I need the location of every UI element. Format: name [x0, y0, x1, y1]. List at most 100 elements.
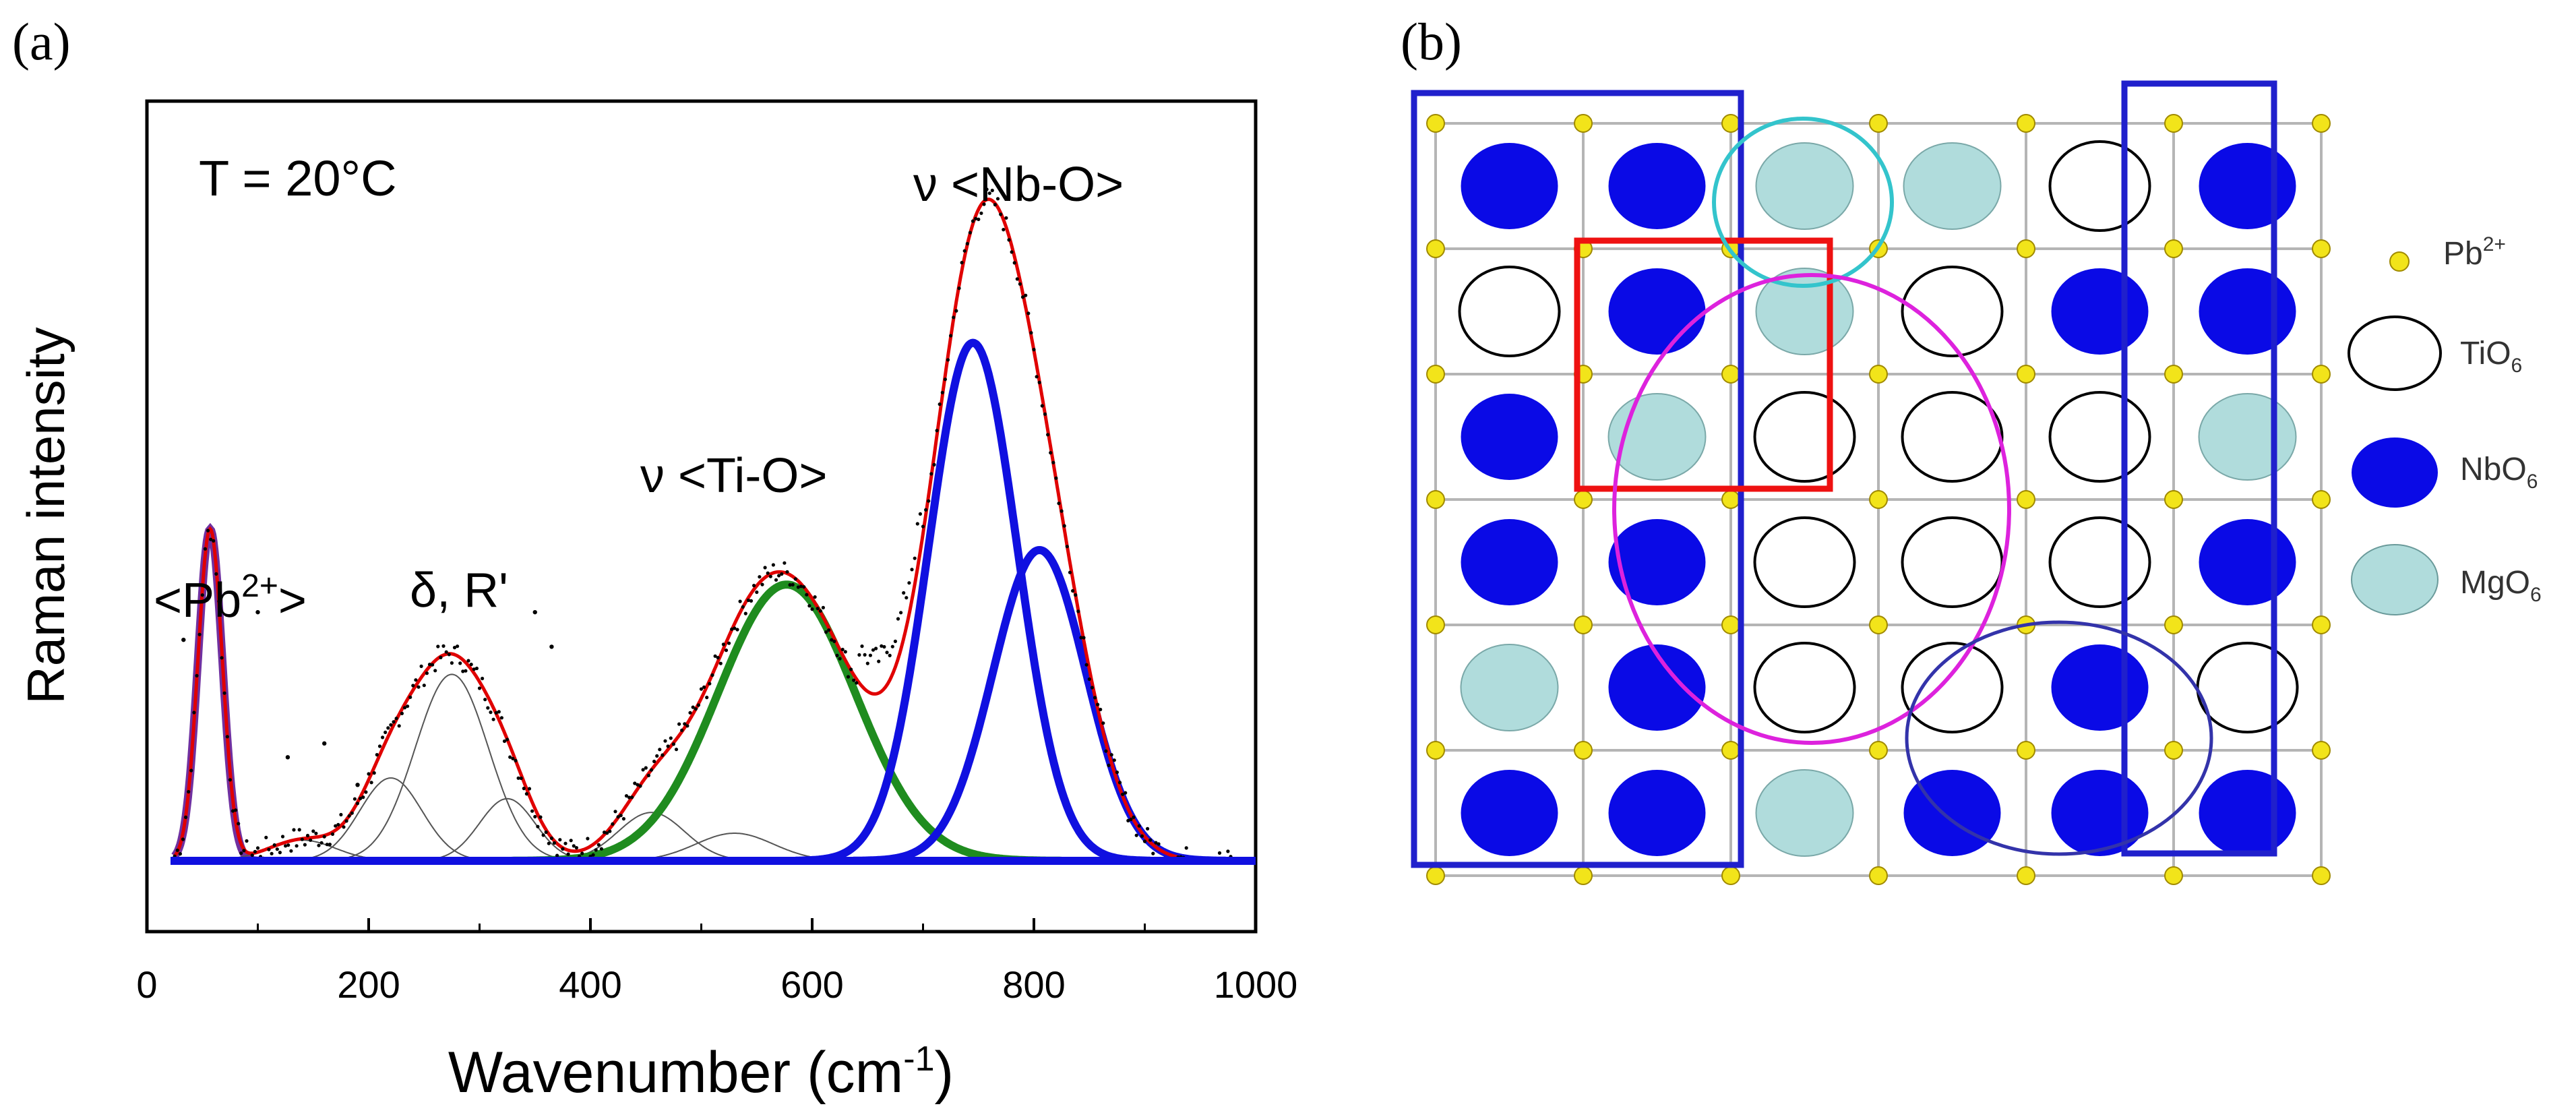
outlier-point [532, 609, 537, 615]
data-point [785, 570, 789, 574]
data-point [352, 797, 357, 801]
data-point [644, 766, 648, 770]
outlier-point [322, 741, 327, 746]
octahedron-tio [1901, 391, 2004, 483]
peak-component-8 [795, 338, 1151, 865]
data-point [594, 848, 598, 852]
data-point [943, 378, 947, 382]
data-point [497, 710, 501, 714]
pb-site [1721, 741, 1740, 760]
data-point [574, 846, 579, 850]
data-point [605, 831, 609, 835]
data-point [995, 197, 1000, 201]
pb-site [1869, 741, 1888, 760]
data-point [309, 838, 313, 842]
data-point [835, 653, 839, 658]
data-point [1082, 636, 1086, 640]
data-point [334, 824, 338, 828]
data-point [843, 650, 847, 654]
data-point [780, 572, 784, 576]
pb-label-sup: 2+ [241, 568, 278, 604]
data-point [1151, 851, 1155, 855]
data-point [245, 839, 249, 843]
pb-site [1721, 114, 1740, 133]
data-point [652, 759, 656, 764]
data-point [857, 653, 861, 657]
data-point [303, 843, 307, 847]
panel-b-label: (b) [1401, 12, 1462, 71]
pb-site [1721, 365, 1740, 384]
data-point [264, 835, 268, 839]
data-point [705, 696, 709, 700]
peak-component-3 [305, 673, 599, 862]
data-point [658, 748, 662, 752]
outlier-point [181, 637, 186, 642]
data-point [691, 705, 695, 709]
data-point [971, 219, 975, 223]
octahedron-mgo [1903, 142, 2002, 230]
data-point [494, 711, 498, 715]
data-point [774, 578, 778, 582]
data-point [1099, 707, 1103, 712]
data-point [1137, 824, 1141, 828]
data-point [178, 852, 182, 856]
legend-pb-sup: 2+ [2483, 233, 2506, 255]
lattice-diagram: Pb2+ TiO6 NbO6 MgO6 [1411, 80, 2542, 885]
data-point [896, 617, 900, 621]
data-point [721, 642, 725, 646]
data-point [838, 657, 842, 661]
x-axis-label-sup: -1 [903, 1039, 934, 1079]
data-point [286, 843, 290, 847]
data-point [788, 583, 792, 587]
legend-nbo-marker [2352, 437, 2438, 508]
data-point [1043, 412, 1047, 416]
data-point [716, 656, 720, 660]
nb-cluster-ellipse [1905, 620, 2213, 856]
legend-nbo-label: NbO6 [2460, 452, 2538, 493]
octahedron-nbo [1608, 268, 1706, 355]
octahedron-nbo [2199, 519, 2296, 605]
data-point [477, 686, 482, 690]
data-point [860, 644, 864, 648]
data-point [802, 585, 806, 589]
raman-chart: 0 200 400 600 800 1000 Raman intensity Wavenu… [16, 99, 1297, 1105]
data-point [297, 828, 301, 832]
data-point [1065, 545, 1069, 549]
data-point [852, 678, 856, 682]
data-point [874, 646, 878, 651]
data-point [758, 575, 762, 579]
data-point [466, 659, 470, 663]
x-tick-label-200: 200 [337, 963, 400, 1006]
data-point [566, 852, 570, 856]
data-point [1068, 570, 1072, 574]
pb-site [2017, 490, 2035, 509]
data-point [702, 685, 706, 690]
data-point [203, 547, 207, 551]
data-point [977, 217, 981, 221]
legend-tio-sub: 6 [2511, 355, 2523, 377]
data-point [419, 664, 423, 669]
legend-tio-base: TiO [2460, 336, 2511, 371]
data-point [830, 638, 834, 642]
pb-site [2164, 365, 2183, 384]
data-point [195, 673, 199, 678]
nb-o-annotation: ν <Nb-O> [913, 158, 1124, 212]
data-point [1107, 763, 1111, 767]
pb-site [1426, 741, 1445, 760]
data-point [295, 844, 299, 848]
peak-component-2 [266, 777, 516, 862]
outlier-point [355, 783, 360, 787]
pb-site [2164, 615, 2183, 634]
data-point [636, 783, 640, 787]
data-point [217, 599, 221, 603]
data-point [752, 584, 756, 588]
data-point [275, 847, 279, 851]
pb-site [2312, 741, 2331, 760]
data-point [367, 772, 371, 776]
data-point [344, 819, 348, 823]
data-point [522, 787, 526, 791]
pb-site [2312, 365, 2331, 384]
data-point [384, 730, 388, 734]
data-point [483, 698, 487, 702]
